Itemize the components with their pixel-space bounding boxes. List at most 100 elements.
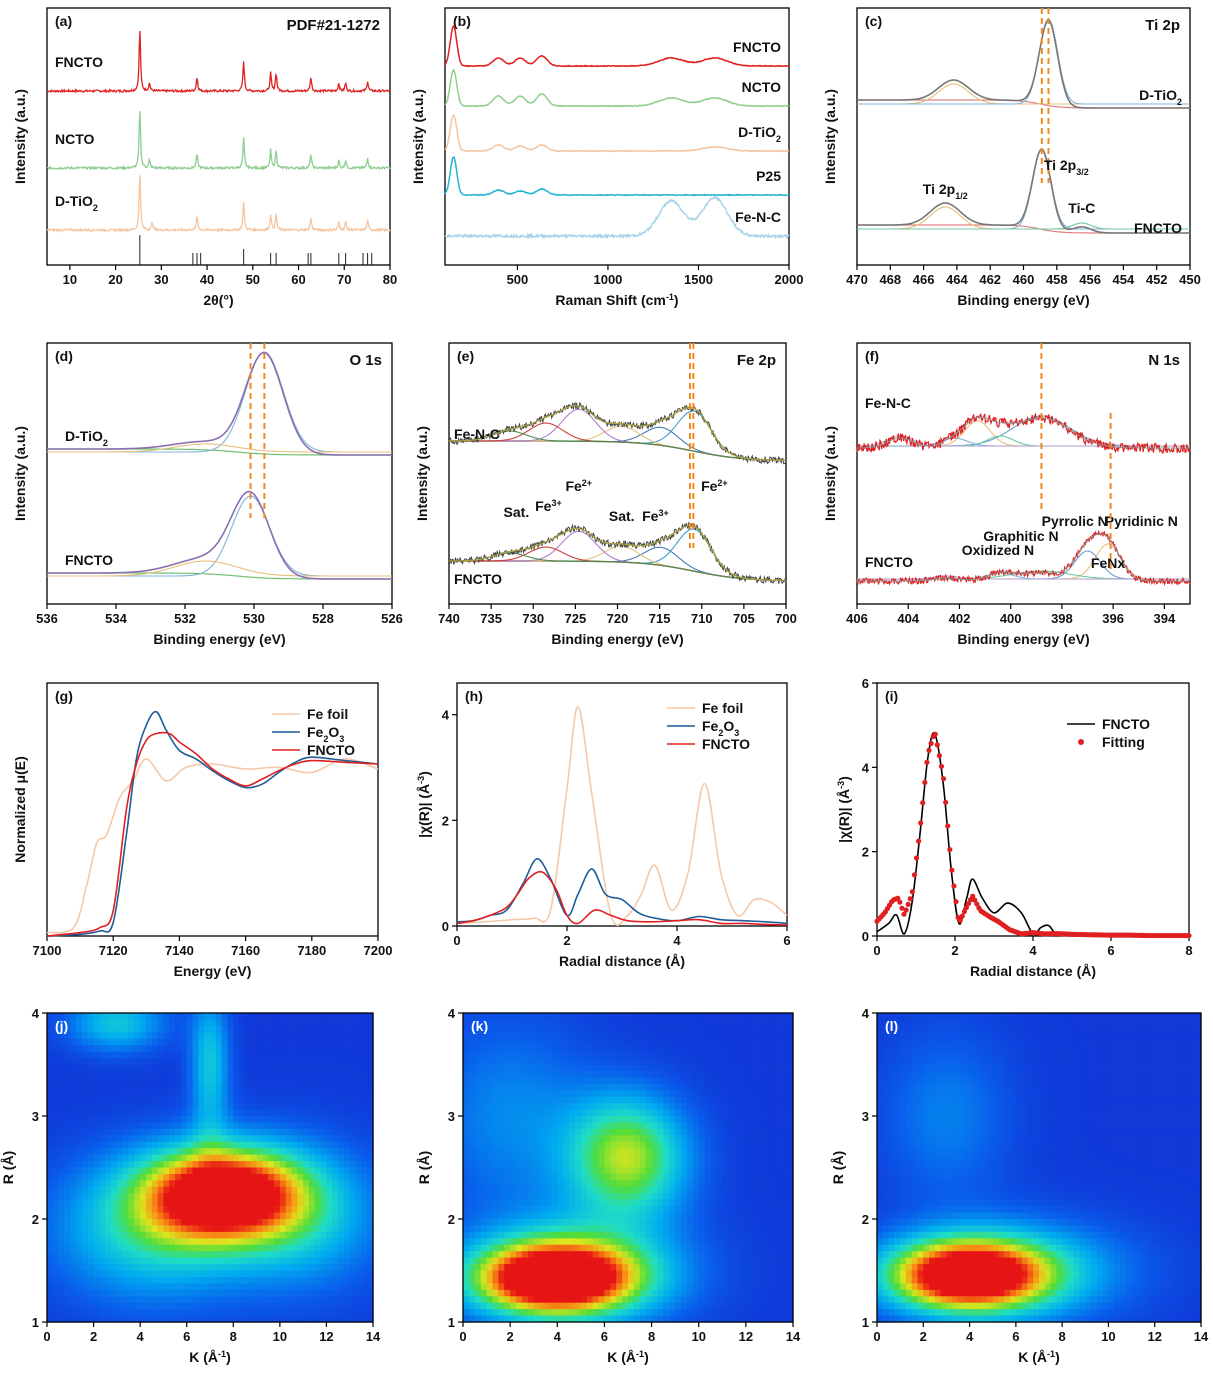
y-tick-label: 0 bbox=[442, 919, 449, 934]
heatmap-cell bbox=[105, 1038, 112, 1046]
heatmap-cell bbox=[221, 1025, 229, 1033]
heatmap-cell bbox=[244, 1096, 252, 1104]
heatmap-cell bbox=[274, 1289, 281, 1297]
heatmap-cell bbox=[633, 1309, 641, 1317]
heatmap-cell bbox=[569, 1206, 576, 1214]
panel-title: Fe 2p bbox=[737, 352, 776, 369]
heatmap-cell bbox=[64, 1051, 71, 1059]
heatmap-cell bbox=[70, 1257, 77, 1265]
heatmap-cell bbox=[516, 1257, 523, 1265]
heatmap-cell bbox=[175, 1238, 182, 1246]
heatmap-cell bbox=[244, 1283, 252, 1291]
x-tick-label: 70 bbox=[337, 272, 351, 287]
heatmap-cell bbox=[533, 1244, 541, 1252]
heatmap-cell bbox=[303, 1109, 310, 1117]
heatmap-cell bbox=[244, 1083, 252, 1091]
heatmap-cell bbox=[262, 1070, 269, 1078]
heatmap-cell bbox=[303, 1025, 310, 1033]
heatmap-cell bbox=[87, 1276, 95, 1284]
heatmap-cell bbox=[657, 1045, 664, 1053]
heatmap-cell bbox=[326, 1090, 333, 1098]
heatmap-cell bbox=[651, 1096, 659, 1104]
heatmap-cell bbox=[545, 1154, 552, 1162]
heatmap-cell bbox=[320, 1283, 328, 1291]
heatmap-cell bbox=[355, 1167, 362, 1175]
heatmap-cell bbox=[134, 1206, 141, 1214]
heatmap-cell bbox=[163, 1257, 170, 1265]
heatmap-cell bbox=[111, 1309, 118, 1317]
heatmap-cell bbox=[563, 1141, 570, 1149]
heatmap-cell bbox=[521, 1161, 529, 1169]
heatmap-cell bbox=[663, 1251, 670, 1259]
heatmap-cell bbox=[140, 1019, 147, 1027]
heatmap-cell bbox=[198, 1225, 205, 1233]
heatmap-cell bbox=[47, 1212, 54, 1220]
heatmap-cell bbox=[361, 1264, 368, 1272]
heatmap-cell bbox=[498, 1090, 505, 1098]
heatmap-cell bbox=[355, 1135, 362, 1143]
heatmap-cell bbox=[651, 1135, 659, 1143]
heatmap-cell bbox=[320, 1296, 328, 1304]
heatmap-cell bbox=[604, 1309, 611, 1317]
heatmap-cell bbox=[250, 1173, 258, 1181]
x-axis-label: Energy (eV) bbox=[174, 963, 252, 979]
heatmap-cell bbox=[343, 1148, 351, 1156]
heatmap-cell bbox=[64, 1244, 71, 1252]
heatmap-cell bbox=[180, 1135, 188, 1143]
heatmap-cell bbox=[645, 1045, 653, 1053]
x-tick-label: 406 bbox=[846, 611, 868, 626]
heatmap-cell bbox=[669, 1064, 676, 1072]
heatmap-cell bbox=[367, 1289, 374, 1297]
heatmap-cell bbox=[463, 1238, 470, 1246]
heatmap-cell bbox=[681, 1225, 688, 1233]
heatmap-cell bbox=[244, 1276, 252, 1284]
heatmap-cell bbox=[332, 1276, 339, 1284]
heatmap-cell bbox=[64, 1045, 71, 1053]
heatmap-cell bbox=[516, 1296, 523, 1304]
heatmap-cell bbox=[151, 1289, 159, 1297]
heatmap-cell bbox=[128, 1309, 135, 1317]
heatmap-cell bbox=[343, 1270, 351, 1278]
heatmap-cell bbox=[233, 1051, 240, 1059]
heatmap-cell bbox=[604, 1264, 611, 1272]
heatmap-cell bbox=[169, 1244, 176, 1252]
heatmap-cell bbox=[99, 1289, 106, 1297]
heatmap-cell bbox=[463, 1199, 470, 1207]
heatmap-cell bbox=[303, 1199, 310, 1207]
heatmap-cell bbox=[355, 1058, 362, 1066]
heatmap-cell bbox=[628, 1141, 635, 1149]
heatmap-cell bbox=[233, 1283, 240, 1291]
heatmap-cell bbox=[628, 1264, 635, 1272]
heatmap-cell bbox=[122, 1032, 130, 1040]
heatmap-cell bbox=[586, 1173, 594, 1181]
heatmap-cell bbox=[256, 1025, 263, 1033]
heatmap-cell bbox=[367, 1077, 374, 1085]
heatmap-cell bbox=[291, 1186, 298, 1194]
heatmap-cell bbox=[580, 1219, 588, 1227]
heatmap-cell bbox=[58, 1090, 66, 1098]
heatmap-cell bbox=[145, 1141, 153, 1149]
heatmap-cell bbox=[186, 1109, 194, 1117]
panel-label: (f) bbox=[865, 348, 879, 364]
heatmap-cell bbox=[361, 1257, 368, 1265]
heatmap-cell bbox=[320, 1199, 328, 1207]
heatmap-cell bbox=[545, 1251, 552, 1259]
heatmap-cell bbox=[186, 1154, 194, 1162]
heatmap-cell bbox=[291, 1193, 298, 1201]
heatmap-cell bbox=[580, 1141, 588, 1149]
heatmap-cell bbox=[651, 1199, 659, 1207]
heatmap-cell bbox=[198, 1148, 205, 1156]
heatmap-cell bbox=[81, 1244, 89, 1252]
heatmap-cell bbox=[610, 1116, 617, 1124]
heatmap-cell bbox=[533, 1276, 541, 1284]
heatmap-cell bbox=[504, 1083, 511, 1091]
heatmap-cell bbox=[93, 1025, 100, 1033]
heatmap-cell bbox=[140, 1212, 147, 1220]
heatmap-cell bbox=[486, 1051, 494, 1059]
heatmap-cell bbox=[274, 1264, 281, 1272]
heatmap-cell bbox=[262, 1276, 269, 1284]
heatmap-cell bbox=[192, 1141, 199, 1149]
heatmap-cell bbox=[76, 1251, 83, 1259]
